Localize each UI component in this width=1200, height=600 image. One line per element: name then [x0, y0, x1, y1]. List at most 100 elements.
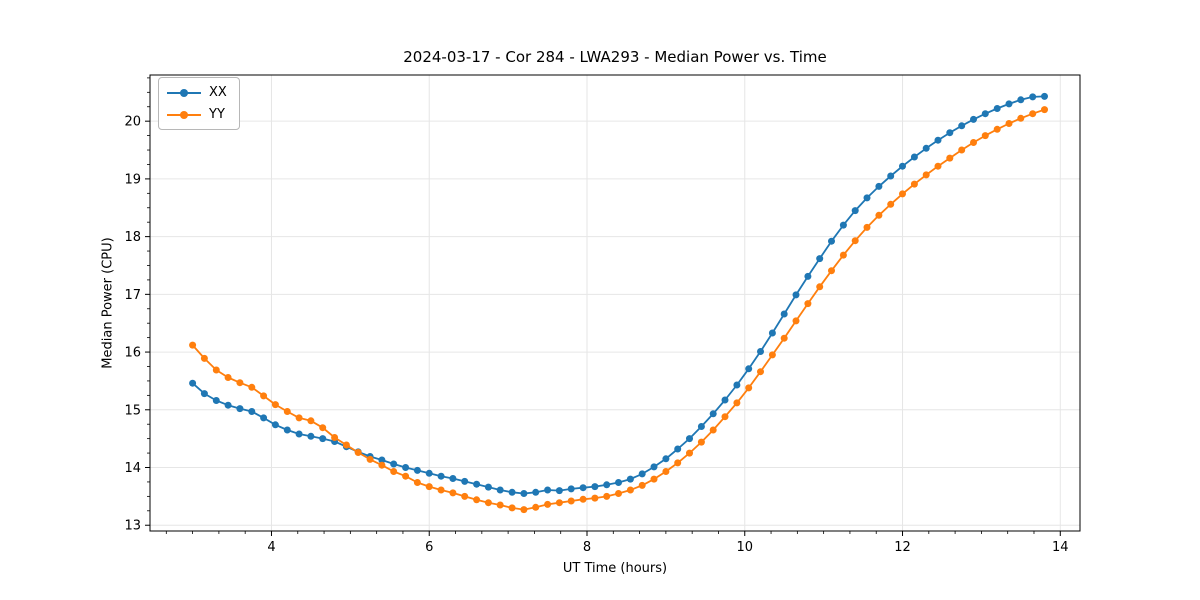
legend-label: XX	[209, 85, 227, 100]
data-point-xx	[934, 136, 942, 144]
data-point-yy	[484, 499, 492, 507]
data-point-xx	[248, 408, 256, 415]
data-point-xx	[863, 194, 871, 202]
data-point-xx	[910, 153, 918, 161]
data-point-yy	[1029, 110, 1037, 118]
y-axis-label: Median Power (CPU)	[100, 237, 116, 369]
legend-marker-sample	[180, 88, 188, 97]
data-point-xx	[212, 397, 220, 404]
data-point-xx	[615, 479, 622, 486]
data-point-xx	[804, 272, 812, 280]
data-point-xx	[662, 455, 670, 463]
data-point-xx	[437, 472, 445, 480]
data-point-yy	[638, 481, 646, 489]
data-point-yy	[697, 438, 705, 446]
data-point-yy	[733, 399, 741, 407]
data-point-yy	[993, 125, 1001, 133]
data-point-yy	[390, 468, 398, 475]
data-point-yy	[544, 500, 552, 508]
data-point-xx	[449, 475, 457, 482]
data-point-xx	[981, 110, 989, 118]
data-point-yy	[189, 341, 197, 349]
data-point-xx	[709, 410, 717, 418]
data-point-xx	[271, 421, 279, 429]
data-point-yy	[212, 366, 220, 374]
x-tick-label: 8	[583, 540, 591, 555]
data-point-xx	[307, 432, 315, 440]
data-point-yy	[449, 489, 457, 497]
data-point-xx	[792, 291, 800, 299]
data-point-xx	[413, 466, 421, 474]
data-point-yy	[532, 503, 540, 511]
data-point-xx	[733, 381, 741, 389]
data-point-yy	[757, 368, 764, 376]
y-tick-label: 17	[124, 288, 141, 303]
data-point-yy	[1017, 114, 1025, 122]
data-point-yy	[342, 441, 350, 449]
data-point-yy	[662, 468, 670, 475]
data-point-yy	[200, 354, 208, 362]
data-point-xx	[224, 401, 232, 409]
data-point-yy	[780, 334, 788, 342]
data-point-xx	[851, 207, 859, 215]
data-point-xx	[189, 379, 197, 387]
legend-swatch	[167, 110, 201, 120]
data-point-xx	[816, 255, 824, 263]
data-point-xx	[721, 396, 729, 404]
data-point-xx	[1005, 100, 1013, 108]
data-point-yy	[946, 154, 954, 162]
data-point-yy	[674, 459, 682, 467]
data-point-yy	[970, 139, 977, 146]
legend-item-xx: XX	[167, 83, 227, 102]
data-point-yy	[425, 483, 433, 491]
x-axis-label: UT Time (hours)	[562, 561, 668, 576]
data-point-xx	[390, 460, 398, 468]
y-tick-label: 20	[124, 115, 141, 130]
data-point-xx	[697, 423, 705, 430]
data-point-yy	[863, 223, 871, 231]
data-point-yy	[378, 461, 386, 469]
legend-label: YY	[209, 107, 225, 122]
data-point-yy	[579, 495, 587, 503]
data-point-yy	[958, 146, 966, 154]
data-point-yy	[567, 497, 575, 505]
data-point-yy	[319, 424, 327, 432]
data-point-xx	[295, 430, 303, 438]
data-point-xx	[603, 481, 611, 489]
data-point-xx	[473, 480, 481, 488]
data-point-xx	[686, 435, 693, 443]
data-point-yy	[875, 211, 883, 219]
data-point-yy	[248, 383, 256, 391]
data-point-xx	[402, 464, 410, 471]
data-point-xx	[555, 487, 563, 495]
data-point-yy	[496, 501, 504, 509]
data-point-yy	[520, 506, 528, 514]
data-point-yy	[437, 486, 445, 494]
data-point-yy	[816, 283, 824, 291]
data-point-yy	[686, 449, 693, 457]
data-point-yy	[721, 413, 729, 421]
data-point-yy	[981, 132, 989, 140]
data-point-xx	[461, 477, 469, 485]
data-point-yy	[224, 374, 232, 381]
data-point-yy	[331, 434, 339, 441]
data-point-xx	[638, 470, 646, 478]
data-point-xx	[839, 221, 847, 229]
x-tick-label: 14	[1052, 540, 1069, 555]
y-tick-label: 16	[124, 346, 141, 361]
data-point-yy	[271, 401, 279, 409]
data-point-xx	[922, 144, 930, 152]
data-point-yy	[260, 392, 268, 400]
data-point-xx	[970, 115, 977, 123]
series-yy-line	[191, 108, 1045, 511]
y-tick-label: 18	[124, 230, 141, 245]
data-point-xx	[544, 486, 552, 494]
y-tick-label: 13	[124, 519, 141, 534]
data-point-yy	[1041, 106, 1048, 114]
data-point-yy	[1005, 120, 1013, 127]
data-point-yy	[603, 492, 611, 500]
data-point-xx	[828, 237, 835, 245]
y-tick-label: 15	[124, 403, 141, 418]
data-point-yy	[354, 449, 362, 456]
data-point-xx	[484, 483, 492, 491]
